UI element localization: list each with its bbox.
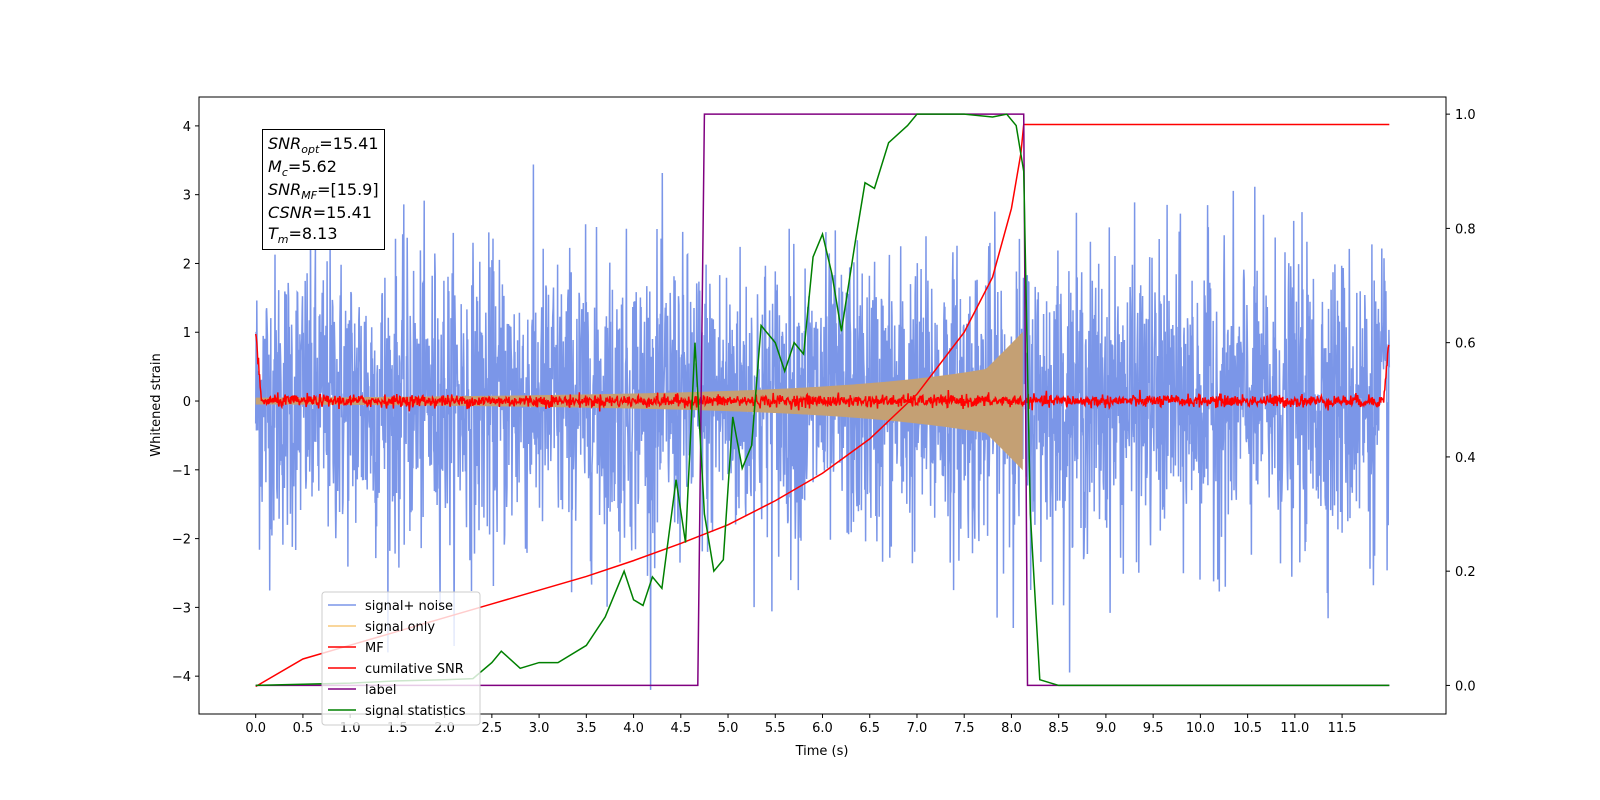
x-tick-label: 11.5 xyxy=(1328,721,1357,736)
y-tick-label: −3 xyxy=(172,601,191,616)
x-tick-label: 8.0 xyxy=(1001,721,1022,736)
annotation-line: Mc=5.62 xyxy=(268,156,379,179)
legend-entry-label: cumilative SNR xyxy=(365,662,464,677)
x-tick-label: 9.0 xyxy=(1096,721,1117,736)
x-tick-label: 8.5 xyxy=(1048,721,1069,736)
annotation-subscript: m xyxy=(277,233,289,246)
y-tick-label: −2 xyxy=(172,533,191,548)
x-tick-label: 10.0 xyxy=(1186,721,1215,736)
x-tick-label: 4.5 xyxy=(670,721,691,736)
annotation-value: =5.62 xyxy=(287,157,337,176)
annotation-value: =15.41 xyxy=(312,203,372,222)
annotation-symbol: M xyxy=(268,157,282,176)
x-tick-label: 4.0 xyxy=(623,721,644,736)
legend-frame xyxy=(321,591,481,726)
x-tick-label: 6.5 xyxy=(859,721,880,736)
series-mf xyxy=(254,333,1390,412)
annotation-line: Tm=8.13 xyxy=(268,223,379,246)
annotation-symbol: SNR xyxy=(268,134,302,153)
annotation-symbol: CSNR xyxy=(268,203,313,222)
y2-tick-label: 0.8 xyxy=(1455,222,1476,237)
annotation-subscript: MF xyxy=(301,189,318,202)
y2-tick-label: 0.6 xyxy=(1455,337,1476,352)
y-tick-label: −4 xyxy=(172,670,191,685)
stats-annotation-box: SNRopt=15.41 Mc=5.62 SNRMF=[15.9] CSNR=15.4… xyxy=(262,129,385,250)
x-tick-label: 9.5 xyxy=(1143,721,1164,736)
x-axis-label: Time (s) xyxy=(795,744,849,759)
annotation-value: =8.13 xyxy=(288,224,338,243)
y2-tick-label: 0.0 xyxy=(1455,679,1476,694)
x-tick-label: 7.5 xyxy=(954,721,975,736)
y2-tick-label: 0.4 xyxy=(1455,451,1476,466)
annotation-subscript: c xyxy=(281,166,288,179)
y-tick-label: 4 xyxy=(183,120,191,135)
x-tick-label: 7.0 xyxy=(907,721,928,736)
y-tick-label: 0 xyxy=(183,395,191,410)
x-tick-label: 0.0 xyxy=(245,721,266,736)
annotation-symbol: T xyxy=(268,224,278,243)
legend-entry-label: label xyxy=(365,683,396,698)
x-tick-label: 3.5 xyxy=(576,721,597,736)
y2-tick-label: 0.2 xyxy=(1455,565,1476,580)
annotation-line: SNRMF=[15.9] xyxy=(268,179,379,202)
y-axis-label: Whitened strain xyxy=(149,353,164,456)
y-tick-label: 1 xyxy=(183,326,191,341)
annotation-subscript: opt xyxy=(301,143,320,156)
legend-entry-label: signal only xyxy=(365,620,435,635)
x-tick-label: 2.5 xyxy=(482,721,503,736)
legend-entry-label: MF xyxy=(365,641,384,656)
x-tick-label: 10.5 xyxy=(1233,721,1262,736)
x-tick-label: 5.0 xyxy=(718,721,739,736)
legend-entry-label: signal+ noise xyxy=(365,599,453,614)
y-tick-label: 3 xyxy=(183,189,191,204)
annotation-line: CSNR=15.41 xyxy=(268,202,379,223)
x-tick-label: 11.0 xyxy=(1280,721,1309,736)
x-tick-label: 6.0 xyxy=(812,721,833,736)
series-signal-statistics xyxy=(255,113,1390,687)
y2-tick-label: 1.0 xyxy=(1455,108,1476,123)
y-tick-label: −1 xyxy=(172,464,191,479)
y-tick-label: 2 xyxy=(183,257,191,272)
legend-entry-label: signal statistics xyxy=(365,704,466,719)
annotation-line: SNRopt=15.41 xyxy=(268,133,379,156)
legend: signal+ noise signal only MF cumilative SNR… xyxy=(321,591,481,726)
x-tick-label: 3.0 xyxy=(529,721,550,736)
annotation-value: =15.41 xyxy=(319,134,379,153)
x-tick-label: 0.5 xyxy=(293,721,314,736)
annotation-value: =[15.9] xyxy=(317,180,379,199)
annotation-symbol: SNR xyxy=(268,180,302,199)
x-tick-label: 5.5 xyxy=(765,721,786,736)
